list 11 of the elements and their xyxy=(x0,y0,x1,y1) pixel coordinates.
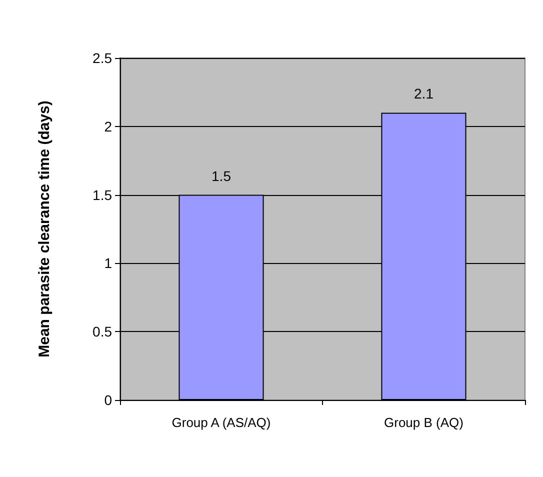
y-tick-label: 2 xyxy=(104,118,112,134)
data-label: 2.1 xyxy=(414,86,434,102)
y-tick-label: 2.5 xyxy=(92,50,112,66)
data-label: 1.5 xyxy=(212,168,232,184)
x-tick-label: Group B (AQ) xyxy=(384,415,464,430)
y-axis-title: Mean parasite clearance time (days) xyxy=(36,100,53,358)
y-tick-label: 0.5 xyxy=(92,324,112,340)
y-tick-label: 0 xyxy=(104,392,112,408)
y-tick-label: 1 xyxy=(104,255,112,272)
y-tick-label: 1.5 xyxy=(92,186,112,203)
x-tick-label: Group A (AS/AQ) xyxy=(172,415,271,430)
